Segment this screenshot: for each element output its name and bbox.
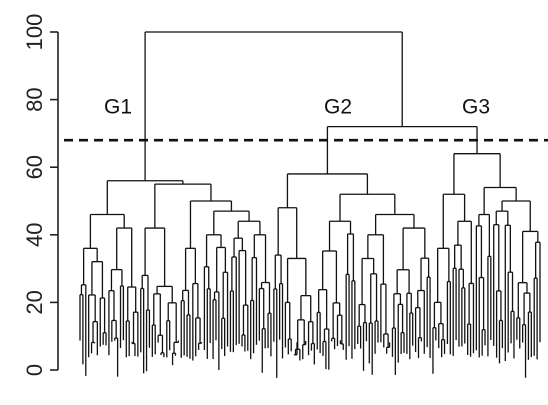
group-label-g3: G3 <box>462 95 490 118</box>
y-tick-label: 80 <box>22 87 47 111</box>
group-labels: G1 G2 G3 <box>104 95 490 118</box>
group-label-g2: G2 <box>324 95 352 118</box>
y-tick-label: 100 <box>22 14 47 51</box>
group-label-g1: G1 <box>104 95 132 118</box>
y-tick-label: 60 <box>22 155 47 179</box>
y-axis: 0 20 40 60 80 100 <box>22 14 59 376</box>
y-tick-label: 20 <box>22 290 47 314</box>
y-tick-label: 0 <box>22 364 47 376</box>
dendrogram-links <box>79 31 541 378</box>
y-tick-label: 40 <box>22 223 47 247</box>
